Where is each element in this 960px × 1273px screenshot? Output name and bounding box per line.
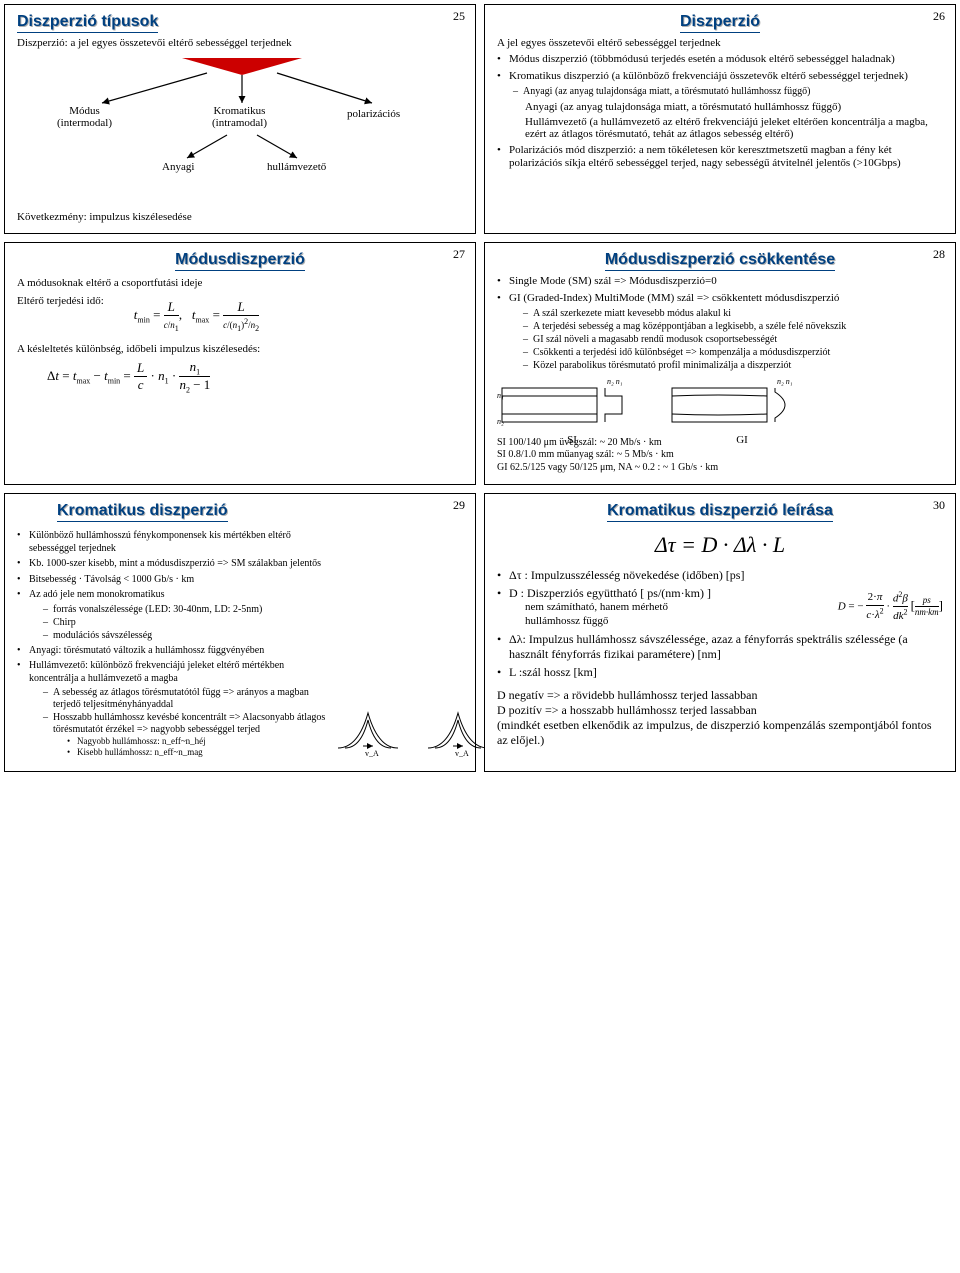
slide-title: Kromatikus diszperzió leírása bbox=[497, 502, 943, 522]
slide-number: 29 bbox=[453, 498, 465, 513]
slide-number: 27 bbox=[453, 247, 465, 262]
bullet: Kb. 1000-szer kisebb, mint a módusdiszpe… bbox=[17, 558, 327, 571]
slide-30: 30 Kromatikus diszperzió leírása Δτ = D … bbox=[484, 493, 956, 772]
slide-28: 28 Módusdiszperzió csökkentése Single Mo… bbox=[484, 242, 956, 485]
bullet: Polarizációs mód diszperzió: a nem tökél… bbox=[497, 144, 943, 172]
bullet: Δτ : Impulzusszélesség növekedése (időbe… bbox=[497, 568, 943, 583]
line-2: Eltérő terjedési idő: bbox=[17, 295, 104, 307]
footer-line: SI 0.8/1.0 mm műanyag szál: ~ 5 Mb/s · k… bbox=[497, 449, 943, 462]
bullet: Single Mode (SM) szál => Módusdiszperzió… bbox=[497, 275, 943, 289]
eq-delta-t: Δt = tmax − tmin = Lc · n1 · n1n2 − 1 bbox=[47, 359, 463, 395]
si-label: SI bbox=[497, 434, 647, 446]
slide-26: 26 Diszperzió A jel egyes összetevői elt… bbox=[484, 4, 956, 234]
para-2: D pozitív => a hosszabb hullámhossz terj… bbox=[497, 703, 943, 718]
para-1: D negatív => a rövidebb hullámhossz terj… bbox=[497, 688, 943, 703]
d-equation: D = − 2·πc·λ2 · d2βdk2 [psnm·km] bbox=[838, 590, 943, 624]
bullet: Az adó jele nem monokromatikus forrás vo… bbox=[17, 589, 327, 642]
bullet: D : Diszperziós együttható [ ps/(nm·km) … bbox=[497, 586, 943, 629]
bullets: Δτ : Impulzusszélesség növekedése (időbe… bbox=[497, 568, 943, 680]
bullets: Módus diszperzió (többmódusú terjedés es… bbox=[497, 53, 943, 98]
node-modus: Módus (intermodal) bbox=[57, 105, 112, 129]
bullet: Különböző hullámhosszú fénykomponensek k… bbox=[17, 530, 327, 555]
sub-bullet: A szál szerkezete miatt kevesebb módus a… bbox=[523, 308, 943, 320]
slide-number: 26 bbox=[933, 9, 945, 24]
sub-anyagi: Anyagi (az anyag tulajdonsága miatt, a t… bbox=[497, 101, 943, 113]
gaussian-pulses: v_A v_A bbox=[333, 698, 503, 758]
sub-bullet: GI szál növeli a magasabb rendű modusok … bbox=[523, 334, 943, 346]
sub-hullamvezeto: Hullámvezető (a hullámvezető az eltérő f… bbox=[497, 116, 943, 140]
slide-title: Módusdiszperzió bbox=[17, 251, 463, 271]
line-3: A késleltetés különbség, időbeli impulzu… bbox=[17, 343, 463, 355]
svg-text:n₂: n₂ bbox=[497, 417, 504, 426]
node-polarization: polarizációs bbox=[347, 108, 400, 120]
sub-bullet: forrás vonalszélessége (LED: 30-40nm, LD… bbox=[43, 604, 327, 616]
slide-25: 25 Diszperzió típusok Diszperzió: a jel … bbox=[4, 4, 476, 234]
bullet: Δλ: Impulzus hullámhossz sávszélessége, … bbox=[497, 632, 943, 662]
slide-title: Diszperzió típusok bbox=[17, 13, 463, 33]
line-1: A módusoknak eltérő a csoportfutási idej… bbox=[17, 277, 463, 289]
svg-text:n₂ n₁: n₂ n₁ bbox=[777, 377, 793, 386]
pulse-diagram: v_A v_A bbox=[333, 698, 463, 761]
slide-number: 25 bbox=[453, 9, 465, 24]
bullets: Single Mode (SM) szál => Módusdiszperzió… bbox=[497, 275, 943, 372]
sub-line: hullámhossz függő bbox=[509, 615, 830, 629]
slide-subtitle: Diszperzió: a jel egyes összetevői eltér… bbox=[17, 37, 463, 49]
slide-footer: Következmény: impulzus kiszélesedése bbox=[17, 211, 463, 223]
bullet: Bitsebesség · Távolság < 1000 Gb/s · km bbox=[17, 574, 327, 587]
svg-text:n₂ n₁: n₂ n₁ bbox=[607, 377, 623, 386]
sub-bullet: A sebesség az átlagos törésmutatótól füg… bbox=[43, 687, 327, 711]
bullet: L :szál hossz [km] bbox=[497, 665, 943, 680]
svg-text:v_A: v_A bbox=[455, 749, 469, 758]
sub-sub-bullet: Nagyobb hullámhossz: n_eff~n_héj bbox=[67, 736, 327, 747]
bullet: Kromatikus diszperzió (a különböző frekv… bbox=[497, 70, 943, 98]
bullet: Anyagi: törésmutató változik a hullámhos… bbox=[17, 645, 327, 658]
slide-title: Módusdiszperzió csökkentése bbox=[497, 251, 943, 271]
node-material: Anyagi bbox=[162, 161, 194, 173]
slide-subtitle: A jel egyes összetevői eltérő sebességge… bbox=[497, 37, 943, 49]
gi-label: GI bbox=[667, 434, 817, 446]
sub-bullet: Közel parabolikus törésmutató profil min… bbox=[523, 360, 943, 372]
slide-number: 28 bbox=[933, 247, 945, 262]
svg-text:v_A: v_A bbox=[365, 749, 379, 758]
gi-fiber-diagram: n₂ n₁ GI bbox=[667, 376, 817, 431]
sub-bullet: Hosszabb hullámhossz kevésbé koncentrált… bbox=[43, 712, 327, 758]
slide-title: Diszperzió bbox=[497, 13, 943, 33]
bullet: GI (Graded-Index) MultiMode (MM) szál =>… bbox=[497, 292, 943, 372]
eq-row: Eltérő terjedési idő: tmin = Lc/n1, tmax… bbox=[17, 295, 463, 337]
svg-text:n₁: n₁ bbox=[497, 391, 504, 400]
sub-bullet: modulációs sávszélesség bbox=[43, 630, 327, 642]
node-waveguide: hullámvezető bbox=[267, 161, 326, 173]
dispersion-tree-diagram: Módus (intermodal) Kromatikus (intramoda… bbox=[17, 53, 463, 193]
fiber-diagrams: n₂ n₁ n₁ n₂ SI n₂ n₁ GI bbox=[497, 376, 943, 431]
main-equation: Δτ = D · Δλ · L bbox=[497, 532, 943, 558]
bullet: Módus diszperzió (többmódusú terjedés es… bbox=[497, 53, 943, 67]
sub-bullet: Anyagi (az anyag tulajdonsága miatt, a t… bbox=[513, 86, 943, 98]
footer-line: GI 62.5/125 vagy 50/125 μm, NA ~ 0.2 : ~… bbox=[497, 462, 943, 475]
sub-sub-bullet: Kisebb hullámhossz: n_eff~n_mag bbox=[67, 747, 327, 758]
bullets-2: Polarizációs mód diszperzió: a nem tökél… bbox=[497, 144, 943, 172]
eq-tmin-tmax: tmin = Lc/n1, tmax = Lc/(n1)2/n2 bbox=[134, 299, 259, 333]
bullets: Különböző hullámhosszú fénykomponensek k… bbox=[17, 530, 327, 758]
sub-bullet: A terjedési sebesség a mag középpontjába… bbox=[523, 321, 943, 333]
bullet: Hullámvezető: különböző frekvenciájú jel… bbox=[17, 660, 327, 758]
sub-line: nem számítható, hanem mérhető bbox=[509, 601, 830, 615]
slide-27: 27 Módusdiszperzió A módusoknak eltérő a… bbox=[4, 242, 476, 485]
sub-bullet: Chirp bbox=[43, 617, 327, 629]
slide-29: 29 Kromatikus diszperzió Különböző hullá… bbox=[4, 493, 476, 772]
slide-number: 30 bbox=[933, 498, 945, 513]
sub-bullet: Csökkenti a terjedési idő különbséget =>… bbox=[523, 347, 943, 359]
slide-title: Kromatikus diszperzió bbox=[57, 502, 463, 522]
node-chromatic: Kromatikus (intramodal) bbox=[212, 105, 267, 129]
para-3: (mindkét esetben elkenődik az impulzus, … bbox=[497, 718, 943, 748]
si-fiber-diagram: n₂ n₁ n₁ n₂ SI bbox=[497, 376, 647, 431]
